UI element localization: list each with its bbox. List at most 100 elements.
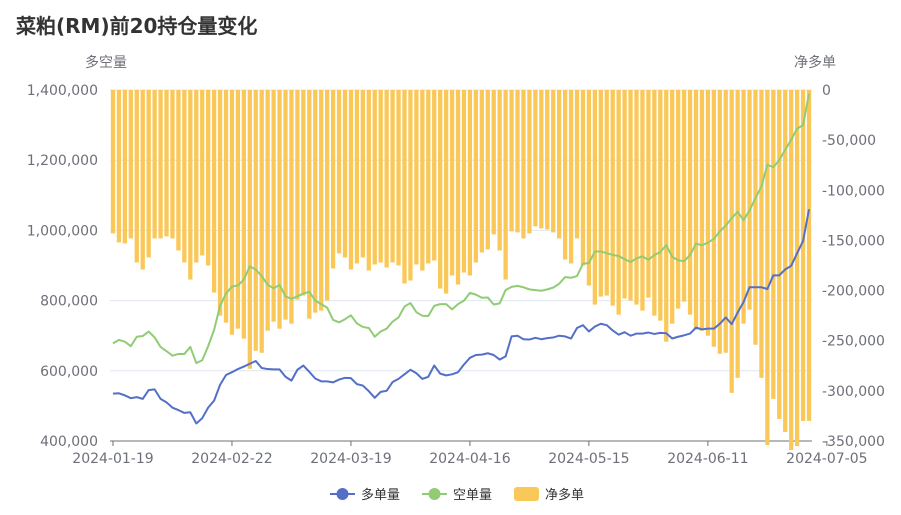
left-tick-label: 600,000 <box>40 364 98 380</box>
net-long-bar <box>229 90 235 335</box>
net-long-bar <box>616 90 621 315</box>
right-axis-title: 净多单 <box>794 54 836 71</box>
right-tick-label: 0 <box>822 83 831 99</box>
chart-title: 菜粕(RM)前20持仓量变化 <box>15 14 257 38</box>
right-tick-label: -300,000 <box>822 384 885 400</box>
net-long-bar <box>789 90 794 451</box>
net-long-bar <box>509 90 514 232</box>
net-long-bar <box>783 90 788 432</box>
legend-bar-symbol <box>514 487 539 501</box>
net-long-bar <box>271 90 276 322</box>
net-long-bar <box>539 90 544 229</box>
net-long-bar <box>634 90 639 305</box>
net-long-bar <box>384 90 389 268</box>
net-long-bar <box>503 90 508 280</box>
right-tick-label: -200,000 <box>822 284 885 300</box>
net-long-bar <box>438 90 443 289</box>
legend-dot-symbol <box>428 488 441 500</box>
net-long-bar <box>497 90 502 251</box>
left-axis-title: 多空量 <box>85 54 127 71</box>
net-long-bar <box>176 90 181 251</box>
net-long-bar <box>765 90 770 446</box>
net-long-bar <box>515 90 520 233</box>
legend-label: 净多单 <box>545 487 584 503</box>
x-axis-ticks: 2024-01-19 2024-02-22 2024-03-19 2024-04-16… <box>72 441 868 467</box>
right-tick-label: -350,000 <box>822 434 885 450</box>
net-long-bar <box>771 90 776 399</box>
net-long-bar <box>717 90 722 354</box>
net-long-bar <box>247 90 252 369</box>
legend-item[interactable]: 空单量 <box>422 488 492 503</box>
net-long-bar <box>122 90 128 244</box>
net-long-bar <box>134 90 139 263</box>
net-long-bar <box>646 90 651 298</box>
net-long-bar <box>164 90 169 237</box>
net-long-bar <box>729 90 734 393</box>
legend-label: 空单量 <box>453 488 492 503</box>
net-long-bar <box>289 90 294 324</box>
net-long-bar <box>794 90 800 447</box>
net-long-bar <box>414 90 419 265</box>
right-tick-label: -50,000 <box>822 133 876 149</box>
net-long-bar <box>360 90 365 258</box>
net-long-bar <box>194 90 199 263</box>
left-tick-label: 1,000,000 <box>27 223 98 239</box>
net-long-bar <box>545 90 550 230</box>
net-long-bar <box>265 90 270 331</box>
net-long-bar <box>253 90 258 351</box>
x-tick-label: 2024-05-15 <box>548 451 629 467</box>
net-long-bar <box>206 90 211 266</box>
net-long-bar <box>800 90 806 421</box>
net-long-bar <box>551 90 556 233</box>
legend-item[interactable]: 净多单 <box>514 487 584 503</box>
x-tick-label: 2024-07-05 <box>786 451 867 467</box>
series-lines <box>112 93 811 425</box>
net-long-bar <box>652 90 657 316</box>
net-long-bar <box>277 90 282 329</box>
net-long-bar <box>348 90 354 270</box>
net-long-bar <box>705 90 711 336</box>
net-long-bar <box>301 90 306 296</box>
net-long-bar <box>211 90 217 293</box>
net-long-bar <box>378 90 383 263</box>
net-long-bar <box>116 90 122 243</box>
net-long-bar <box>420 90 425 271</box>
net-long-bar <box>557 90 562 239</box>
net-long-bar <box>658 90 663 321</box>
net-long-bar <box>402 90 407 284</box>
net-long-bar <box>598 90 603 297</box>
right-tick-label: -250,000 <box>822 334 885 350</box>
net-long-bar <box>283 90 288 320</box>
series-line <box>112 209 811 425</box>
net-long-bar <box>182 90 187 263</box>
net-long-bar <box>426 90 431 264</box>
net-long-bar <box>390 90 395 263</box>
net-long-bar <box>699 90 705 331</box>
legend[interactable]: 多单量 空单量 净多单 <box>330 487 584 503</box>
net-long-bar <box>574 90 580 239</box>
net-long-bar <box>473 90 479 263</box>
net-long-bar <box>354 90 360 264</box>
net-long-bar <box>307 90 312 319</box>
net-long-bar <box>319 90 324 311</box>
net-long-bar <box>676 90 681 309</box>
net-long-bars <box>110 90 812 451</box>
net-long-bar <box>217 90 223 316</box>
net-long-bar <box>491 90 496 235</box>
net-long-bar <box>747 90 752 310</box>
net-long-bar <box>467 90 473 276</box>
net-long-bar <box>479 90 484 253</box>
net-long-bar <box>372 90 377 265</box>
x-tick-label: 2024-03-19 <box>310 451 391 467</box>
net-long-bar <box>336 90 342 254</box>
legend-item[interactable]: 多单量 <box>330 487 400 503</box>
net-long-bar <box>313 90 318 313</box>
net-long-bar <box>735 90 740 378</box>
series-line <box>112 93 811 365</box>
net-long-bar <box>223 90 229 323</box>
net-long-bar <box>741 90 746 324</box>
x-tick-label: 2024-01-19 <box>72 451 153 467</box>
net-long-bar <box>628 90 633 301</box>
net-long-bar <box>580 90 586 266</box>
